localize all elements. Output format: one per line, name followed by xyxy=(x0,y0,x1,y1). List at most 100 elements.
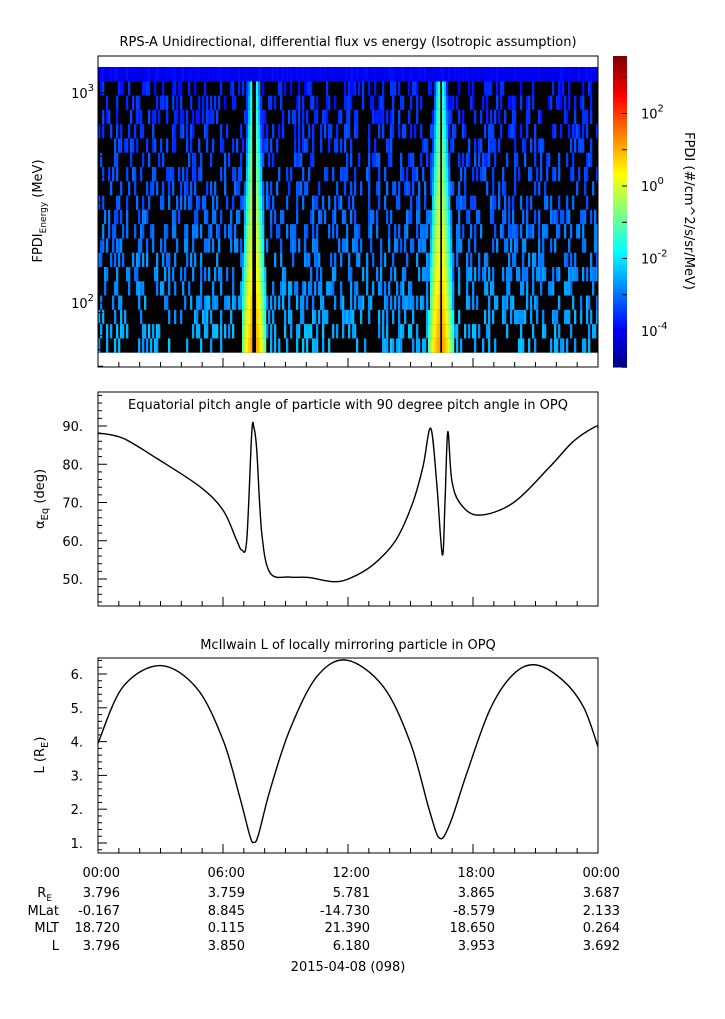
spectrogram-cell xyxy=(430,309,433,325)
spectrogram-cell xyxy=(558,95,561,110)
spectrogram-cell xyxy=(134,66,137,82)
spectrogram-cell xyxy=(224,66,227,82)
spectrogram-cell xyxy=(340,195,343,210)
spectrogram-cell xyxy=(488,152,491,167)
spectrogram-cell xyxy=(504,238,507,253)
spectrogram-cell xyxy=(184,224,187,239)
spectrogram-cell xyxy=(250,295,253,310)
spectrogram-cell xyxy=(570,252,573,267)
spectrogram-cell xyxy=(464,66,467,82)
spectrogram-cell xyxy=(356,338,359,353)
spectrogram-cell xyxy=(430,281,433,296)
tick-exponent: -2 xyxy=(658,249,668,260)
spectrogram-cell xyxy=(160,238,163,253)
spectrogram-cell xyxy=(526,295,529,310)
spectrogram-cell xyxy=(308,166,311,182)
spectrogram-cell xyxy=(134,166,137,182)
spectrogram-cell xyxy=(356,238,359,253)
spectrogram-cell xyxy=(460,66,463,82)
spectrogram-cell xyxy=(546,152,549,167)
spectrogram-cell xyxy=(314,309,317,325)
spectrogram-cell xyxy=(506,281,509,296)
spectrogram-cell xyxy=(108,224,111,239)
spectrogram-cell xyxy=(452,95,455,110)
spectrogram-cell xyxy=(438,138,441,153)
spectrogram-cell xyxy=(596,295,599,310)
spectrogram-cell xyxy=(430,238,433,253)
spectrogram-cell xyxy=(190,138,193,153)
spectrogram-cell xyxy=(464,124,467,139)
spectrogram-cell xyxy=(176,195,179,210)
spectrogram-cell xyxy=(260,324,263,339)
spectrogram-cell xyxy=(102,238,105,253)
spectrogram-cell xyxy=(526,209,529,225)
colorbar-segment xyxy=(613,309,627,314)
spectrogram-cell xyxy=(120,209,123,225)
spectrogram-cell xyxy=(186,238,189,253)
spectrogram-cell xyxy=(506,152,509,167)
spectrogram-cell xyxy=(530,224,533,239)
spectrogram-cell xyxy=(274,66,277,82)
spectrogram-cell xyxy=(430,295,433,310)
spectrogram-cell xyxy=(530,66,533,82)
spectrogram-cell xyxy=(184,295,187,310)
spectrogram-cell xyxy=(116,109,119,125)
spectrogram-cell xyxy=(442,138,445,153)
spectrogram-cell xyxy=(436,238,439,253)
spectrogram-cell xyxy=(258,166,261,182)
spectrogram-cell xyxy=(432,295,435,310)
spectrogram-cell xyxy=(532,66,535,82)
spectrogram-cell xyxy=(320,138,323,153)
spectrogram-cell xyxy=(152,166,155,182)
spectrogram-cell xyxy=(398,338,401,353)
spectrogram-cell xyxy=(366,252,369,267)
spectrogram-cell xyxy=(458,309,461,325)
spectrogram-cell xyxy=(332,209,335,225)
spectrogram-cell xyxy=(422,338,425,353)
spectrogram-cell xyxy=(140,166,143,182)
spectrogram-cell xyxy=(582,224,585,239)
spectrogram-cell xyxy=(488,295,491,310)
spectrogram-cell xyxy=(118,81,121,96)
spectrogram-cell xyxy=(570,281,573,296)
spectrogram-cell xyxy=(458,224,461,239)
spectrogram-cell xyxy=(250,66,253,82)
spectrogram-cell xyxy=(526,109,529,125)
spectrogram-cell xyxy=(324,309,327,325)
spectrogram-cell xyxy=(272,309,275,325)
spectrogram-cell xyxy=(362,81,365,96)
spectrogram-cell xyxy=(406,252,409,267)
spectrogram-cell xyxy=(122,252,125,267)
ephemeris-row-label: RE xyxy=(37,886,52,904)
spectrogram-cell xyxy=(142,124,145,139)
spectrogram-cell xyxy=(526,66,529,82)
colorbar-segment xyxy=(613,87,627,91)
spectrogram-cell xyxy=(538,138,541,153)
spectrogram-cell xyxy=(292,66,295,82)
spectrogram-cell xyxy=(148,324,151,339)
spectrogram-cell xyxy=(504,109,507,125)
spectrogram-cell xyxy=(496,81,499,96)
spectrogram-cell xyxy=(446,181,449,196)
spectrogram-cell xyxy=(530,166,533,182)
spectrogram-cell xyxy=(242,252,245,267)
spectrogram-cell xyxy=(348,195,351,210)
spectrogram-cell xyxy=(360,181,363,196)
spectrogram-cell xyxy=(280,252,283,267)
spectrogram-cell xyxy=(488,138,491,153)
colorbar-segment xyxy=(613,175,627,179)
spectrogram-cell xyxy=(532,324,535,339)
panel1-ylabel: FPDIEnergy (MeV) xyxy=(31,159,49,262)
spectrogram-cell xyxy=(240,166,243,182)
colorbar-segment xyxy=(613,188,627,192)
colorbar-segment xyxy=(613,61,627,65)
spectrogram-cell xyxy=(460,238,463,253)
spectrogram-cell xyxy=(380,95,383,110)
spectrogram-cell xyxy=(348,95,351,110)
spectrogram-cell xyxy=(368,166,371,182)
spectrogram-cell xyxy=(438,338,441,353)
spectrogram-cell xyxy=(292,109,295,125)
spectrogram-cell xyxy=(190,252,193,267)
spectrogram-cell xyxy=(156,266,159,282)
spectrogram-cell xyxy=(502,309,505,325)
